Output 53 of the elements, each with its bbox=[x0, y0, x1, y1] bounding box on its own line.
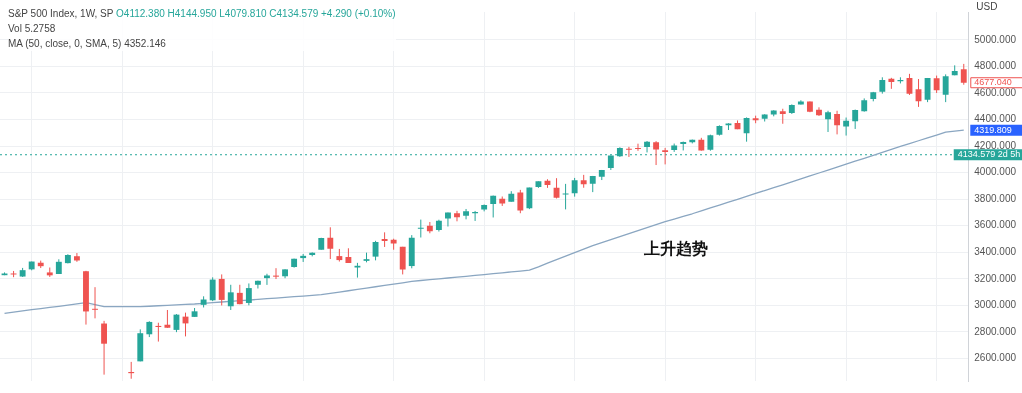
candlestick bbox=[571, 177, 578, 198]
candlestick bbox=[662, 147, 669, 165]
candlestick bbox=[797, 99, 804, 106]
y-tick-label: 4400.000 bbox=[974, 113, 1017, 125]
candlestick bbox=[155, 322, 162, 343]
y-tick-label: 2600.000 bbox=[974, 352, 1017, 364]
y-tick-label: 2800.000 bbox=[974, 325, 1017, 337]
data-label: 4319.809 bbox=[974, 124, 1012, 135]
annotation: MA (50, close, 0, SMA, 5) 4352.146 bbox=[8, 37, 167, 51]
candlestick bbox=[924, 77, 931, 103]
candlestick bbox=[218, 273, 225, 306]
ref-line-label: 4134.579 2d 5h bbox=[957, 149, 1021, 160]
annotation: 上升趋势 bbox=[642, 239, 708, 259]
candlestick bbox=[562, 183, 569, 210]
y-tick-label: 3000.000 bbox=[974, 299, 1017, 311]
candlestick bbox=[517, 189, 524, 214]
y-tick-label: 4600.000 bbox=[974, 86, 1017, 98]
candlestick bbox=[273, 267, 279, 280]
y-tick-label: 4800.000 bbox=[974, 60, 1017, 72]
y-tick-label: 3800.000 bbox=[974, 192, 1017, 204]
candlestick bbox=[825, 110, 831, 133]
candlestick bbox=[644, 140, 650, 153]
candlestick bbox=[399, 246, 406, 275]
candlestick bbox=[327, 226, 334, 260]
chart-title: S&P 500 Index, 1W, SP bbox=[8, 8, 114, 19]
candlestick bbox=[834, 110, 841, 135]
candlestick bbox=[101, 320, 108, 376]
candlestick bbox=[635, 143, 641, 152]
y-tick-label: 3600.000 bbox=[974, 219, 1017, 231]
y-tick-label: 4000.000 bbox=[974, 166, 1017, 178]
y-tick-label: 3200.000 bbox=[974, 272, 1017, 284]
candlestick bbox=[463, 208, 469, 220]
candlestick bbox=[264, 273, 270, 286]
annotation: O4112.380 H4144.950 L4079.810 C4134.579 +4.290 (+0.10%) bbox=[115, 8, 396, 19]
y-tick-label: 3400.000 bbox=[974, 246, 1017, 257]
y-tick-label: 5000.000 bbox=[974, 33, 1017, 45]
candlestick bbox=[743, 116, 750, 143]
candlestick bbox=[209, 276, 216, 302]
candlestick bbox=[960, 63, 967, 86]
y-axis-title: USD bbox=[976, 0, 998, 12]
candlestick bbox=[942, 73, 949, 103]
annotation: Vol 5.2758 bbox=[8, 22, 57, 36]
y-tick-label: 4200.000 bbox=[974, 139, 1017, 151]
candlestick bbox=[445, 212, 451, 227]
candlestick bbox=[653, 140, 660, 166]
candlestick bbox=[245, 282, 252, 306]
candlestick bbox=[73, 252, 80, 263]
candlestick bbox=[417, 219, 424, 239]
candlestick bbox=[626, 146, 632, 158]
candlestick bbox=[92, 286, 98, 319]
candlestick bbox=[227, 284, 234, 311]
text: 4677.040 bbox=[974, 77, 1012, 88]
candlestick bbox=[454, 210, 460, 222]
